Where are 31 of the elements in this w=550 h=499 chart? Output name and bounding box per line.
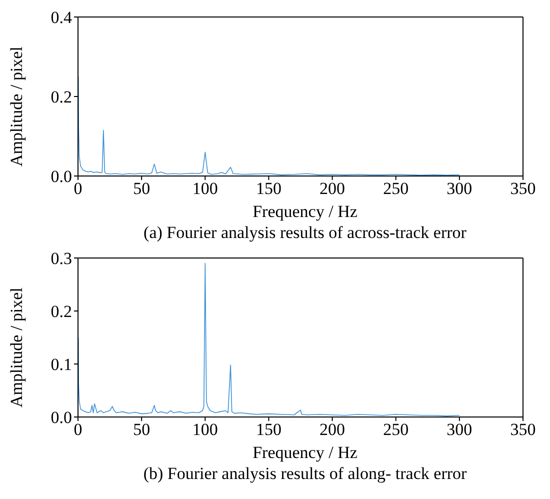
- x-tick-label: 200: [320, 420, 346, 440]
- y-axis-title: Amplitude / pixel: [7, 46, 26, 166]
- x-tick-label: 350: [510, 420, 536, 440]
- line-series: [78, 76, 460, 176]
- x-tick-label: 250: [383, 179, 409, 198]
- y-axis-title: Amplitude / pixel: [7, 287, 26, 408]
- x-tick-label: 50: [133, 420, 150, 440]
- x-tick-label: 350: [510, 179, 536, 198]
- y-tick-label: 0.2: [50, 302, 72, 322]
- line-series: [78, 262, 460, 416]
- x-tick-label: 0: [74, 420, 82, 440]
- x-tick-label: 150: [256, 420, 282, 440]
- x-tick-label: 300: [446, 420, 472, 440]
- x-tick-label: 200: [320, 179, 346, 198]
- x-tick-label: 300: [446, 179, 472, 198]
- x-tick-label: 150: [256, 179, 282, 198]
- x-axis-title: Frequency / Hz: [252, 202, 358, 222]
- x-axis-title: Frequency / Hz: [252, 443, 358, 463]
- y-tick-label: 0.1: [50, 355, 72, 374]
- x-tick-label: 250: [383, 420, 409, 440]
- y-tick-label: 0.0: [50, 167, 72, 186]
- x-tick-label: 100: [192, 420, 218, 440]
- y-tick-label: 0.0: [50, 408, 72, 428]
- text: (b) Fourier analysis results of along- track error: [142, 463, 468, 485]
- x-tick-label: 100: [192, 179, 218, 198]
- text: (a) Fourier analysis results of across-track error: [142, 222, 468, 244]
- x-tick-label: 0: [74, 179, 82, 198]
- y-tick-label: 0.3: [50, 249, 72, 268]
- y-tick-label: 0.4: [50, 8, 72, 28]
- x-tick-label: 50: [133, 179, 150, 198]
- y-tick-label: 0.2: [50, 88, 72, 107]
